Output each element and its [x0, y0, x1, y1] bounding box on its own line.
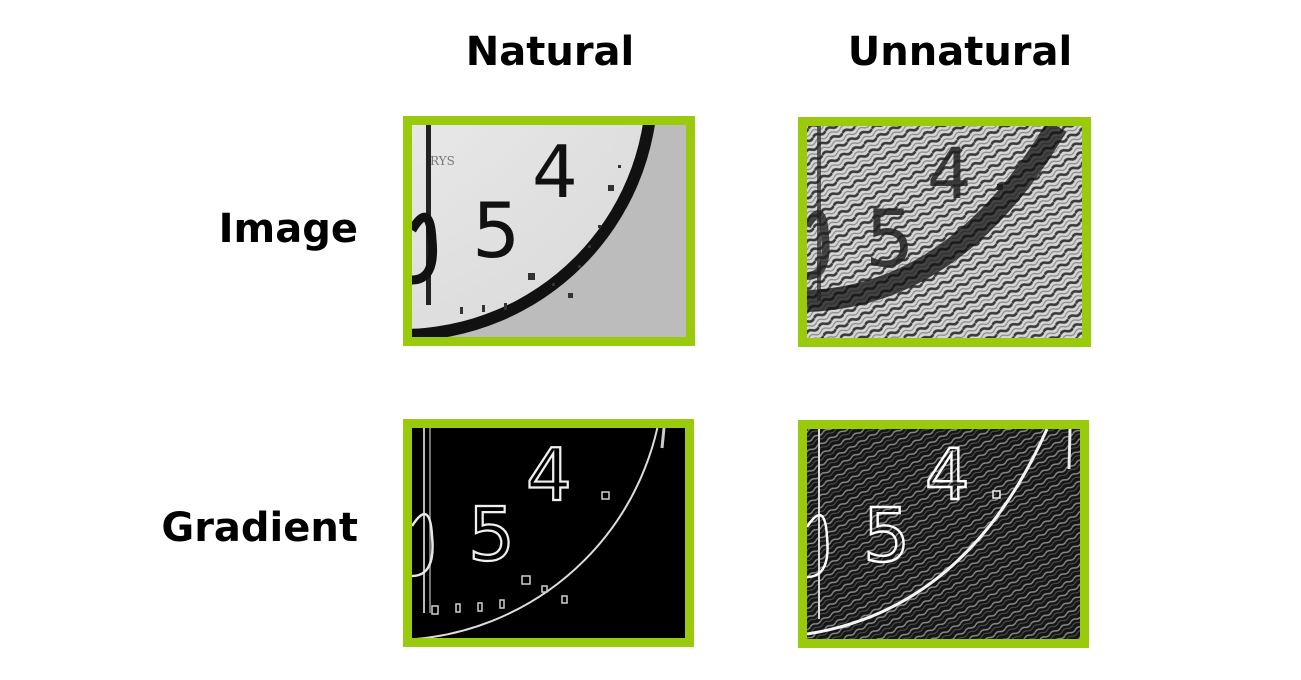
tick-outline: [992, 490, 1001, 499]
unnatural-gradient-panel: 5 4: [798, 420, 1089, 648]
natural-gradient-map: 5 4: [412, 428, 685, 638]
rim-edge-inner: [807, 429, 1049, 636]
clock-face: [412, 125, 643, 329]
rim-edge-outer: [660, 428, 666, 449]
natural-image-panel: RYS 5 4: [403, 116, 695, 346]
clock-number-4: 4: [532, 130, 578, 214]
clock-number-5: 5: [865, 195, 915, 285]
clock-rim-edge: [807, 126, 1067, 312]
tick-outlines: [431, 491, 610, 615]
minute-tick: [997, 184, 1003, 190]
partial-number-6: [807, 210, 830, 280]
partial-number-6: [412, 212, 438, 285]
rim-edge-outer: [1067, 429, 1072, 470]
clock-number-5: 5: [472, 186, 520, 275]
column-header-unnatural: Unnatural: [847, 29, 1073, 75]
unnatural-gradient-map: 5 4: [807, 429, 1080, 639]
natural-gradient-panel: 5 4: [403, 419, 694, 647]
minute-ticks: [460, 165, 621, 314]
brand-text: RYS: [430, 154, 455, 168]
row-header-gradient: Gradient: [161, 505, 358, 551]
partial-number-6-outline: [807, 514, 829, 579]
natural-clock-photo: RYS 5 4: [412, 125, 686, 337]
row-header-image: Image: [218, 206, 358, 252]
clock-number-5-outline: 5: [863, 493, 910, 579]
unnatural-image-panel: 5 4: [798, 117, 1091, 347]
column-header-natural: Natural: [465, 29, 635, 75]
clock-number-4: 4: [927, 133, 972, 215]
unnatural-clock-photo: 5 4: [807, 126, 1082, 338]
clock-number-4-outline: 4: [925, 434, 970, 516]
clock-number-5-outline: 5: [468, 492, 515, 578]
partial-number-6-outline: [412, 513, 434, 578]
clock-number-4-outline: 4: [526, 433, 572, 517]
